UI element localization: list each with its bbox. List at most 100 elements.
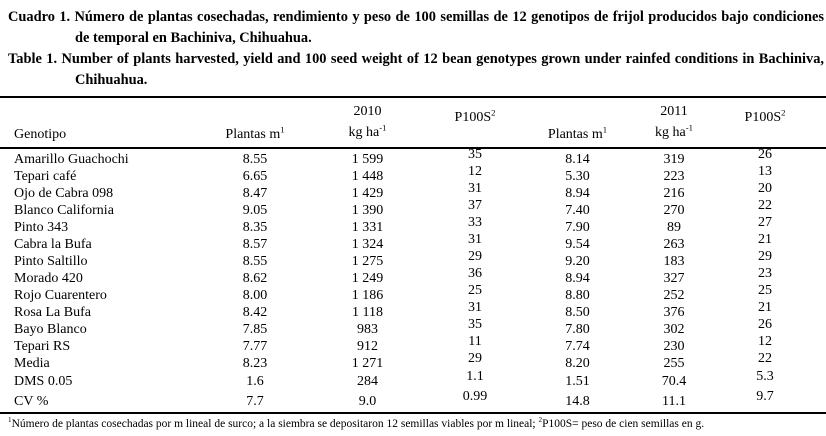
value-cell: 1 275 (351, 254, 384, 269)
col-label: P100S2 (744, 107, 786, 125)
table-body: Amarillo Guachochi 8.55 1 599 35 8.14 319 26 Te… (0, 147, 826, 413)
value-cell: 31 (468, 232, 482, 247)
value-cell: 252 (663, 288, 685, 303)
value-cell: 327 (663, 271, 685, 286)
year-header: 2011 (660, 104, 688, 119)
col-header-plantas-2010: Plantas m1 (200, 97, 310, 149)
col-label: kg ha-1 (348, 122, 387, 140)
value-cell: 89 (667, 220, 681, 235)
value-cell: 31 (468, 181, 482, 196)
value-cell: 12 (468, 164, 482, 179)
table-head: Genotipo Plantas m1 2010 kg ha-1 P100S2 Plant… (0, 97, 826, 149)
col-header-p100s-2011: P100S2 (718, 97, 826, 149)
value-cell: 8.50 (565, 305, 590, 320)
value-cell: 8.14 (565, 152, 590, 167)
col-header-p100s-2010: P100S2 (425, 97, 525, 149)
genotype-cell: Pinto 343 (14, 220, 69, 235)
value-cell: 21 (758, 232, 772, 247)
genotype-cell: Cabra la Bufa (14, 237, 92, 252)
value-cell: 7.90 (565, 220, 590, 235)
value-cell: 29 (758, 249, 772, 264)
genotype-cell: CV % (14, 394, 49, 409)
value-cell: 9.54 (565, 237, 590, 252)
value-cell: 26 (758, 147, 772, 162)
table-row: Amarillo Guachochi 8.55 1 599 35 8.14 319 26 (0, 147, 826, 168)
table-row: Rosa La Bufa 8.42 1 118 31 8.50 376 21 (0, 300, 826, 321)
table-row: DMS 0.05 1.6 284 1.1 1.51 70.4 5.3 (0, 369, 826, 392)
value-cell: 8.35 (242, 220, 268, 235)
value-cell: 1 324 (351, 237, 384, 252)
unit-header: kg ha-1 (310, 122, 425, 143)
value-cell: 1 186 (351, 288, 384, 303)
value-cell: 302 (663, 322, 685, 337)
value-cell: 7.7 (246, 394, 264, 409)
value-cell: 8.47 (242, 186, 268, 201)
value-cell: 8.55 (242, 152, 268, 167)
value-cell: 14.8 (565, 394, 590, 409)
genotype-cell: Pinto Saltillo (14, 254, 88, 269)
value-cell: 70.4 (661, 374, 687, 389)
value-cell: 8.80 (565, 288, 590, 303)
table-header-row: Genotipo Plantas m1 2010 kg ha-1 P100S2 Plant… (0, 97, 826, 149)
value-cell: 1 429 (351, 186, 384, 201)
value-cell: 8.23 (242, 356, 268, 371)
value-cell: 1 448 (351, 169, 384, 184)
genotype-cell: DMS 0.05 (14, 374, 73, 389)
value-cell: 1.6 (246, 374, 264, 389)
value-cell: 1.51 (565, 374, 590, 389)
genotype-cell: Blanco California (14, 203, 114, 218)
value-cell: 12 (758, 334, 772, 349)
value-cell: 284 (357, 374, 378, 389)
value-cell: 9.20 (565, 254, 590, 269)
value-cell: 1 599 (351, 152, 384, 167)
value-cell: 33 (468, 215, 482, 230)
col-label: Plantas m1 (547, 124, 608, 142)
value-cell: 983 (357, 322, 378, 337)
table-row: Rojo Cuarentero 8.00 1 186 25 8.80 252 25 (0, 283, 826, 304)
value-cell: 23 (758, 266, 772, 281)
value-cell: 8.62 (242, 271, 268, 286)
col-header-plantas-2011: Plantas m1 (525, 97, 630, 149)
genotype-cell: Amarillo Guachochi (14, 152, 129, 167)
value-cell: 8.94 (565, 186, 590, 201)
value-cell: 35 (468, 317, 482, 332)
genotype-cell: Tepari café (14, 169, 77, 184)
col-header-kgha-2011: 2011 kg ha-1 (630, 97, 718, 149)
value-cell: 22 (758, 198, 772, 213)
col-label: P100S2 (454, 107, 496, 125)
footnote: 1Número de plantas cosechadas por m line… (8, 416, 705, 430)
table-row: Ojo de Cabra 098 8.47 1 429 31 8.94 216 20 (0, 181, 826, 202)
data-table: Genotipo Plantas m1 2010 kg ha-1 P100S2 Plant… (0, 96, 826, 414)
value-cell: 13 (758, 164, 772, 179)
table-title-spanish: Cuadro 1. Número de plantas cosechadas, … (8, 9, 824, 46)
value-cell: 8.57 (242, 237, 268, 252)
value-cell: 5.30 (565, 169, 590, 184)
value-cell: 7.77 (242, 339, 268, 354)
value-cell: 183 (663, 254, 685, 269)
table-row: Morado 420 8.62 1 249 36 8.94 327 23 (0, 266, 826, 287)
value-cell: 1.1 (466, 369, 484, 384)
value-cell: 25 (468, 283, 482, 298)
value-cell: 26 (758, 317, 772, 332)
value-cell: 7.74 (565, 339, 590, 354)
value-cell: 8.55 (242, 254, 268, 269)
value-cell: 8.94 (565, 271, 590, 286)
value-cell: 1 249 (351, 271, 384, 286)
value-cell: 255 (663, 356, 685, 371)
genotype-cell: Bayo Blanco (14, 322, 87, 337)
value-cell: 912 (357, 339, 378, 354)
value-cell: 216 (663, 186, 685, 201)
value-cell: 9.7 (756, 389, 774, 404)
table-caption-block: Cuadro 1. Número de plantas cosechadas, … (0, 7, 826, 91)
value-cell: 1 271 (351, 356, 384, 371)
value-cell: 11.1 (662, 394, 686, 409)
table-row: CV % 7.7 9.0 0.99 14.8 11.1 9.7 (0, 389, 826, 413)
col-label: Genotipo (14, 127, 67, 142)
genotype-cell: Morado 420 (14, 271, 83, 286)
value-cell: 7.40 (565, 203, 590, 218)
value-cell: 5.3 (756, 369, 774, 384)
year-header: 2010 (353, 104, 382, 119)
value-cell: 20 (758, 181, 772, 196)
value-cell: 29 (468, 351, 482, 366)
